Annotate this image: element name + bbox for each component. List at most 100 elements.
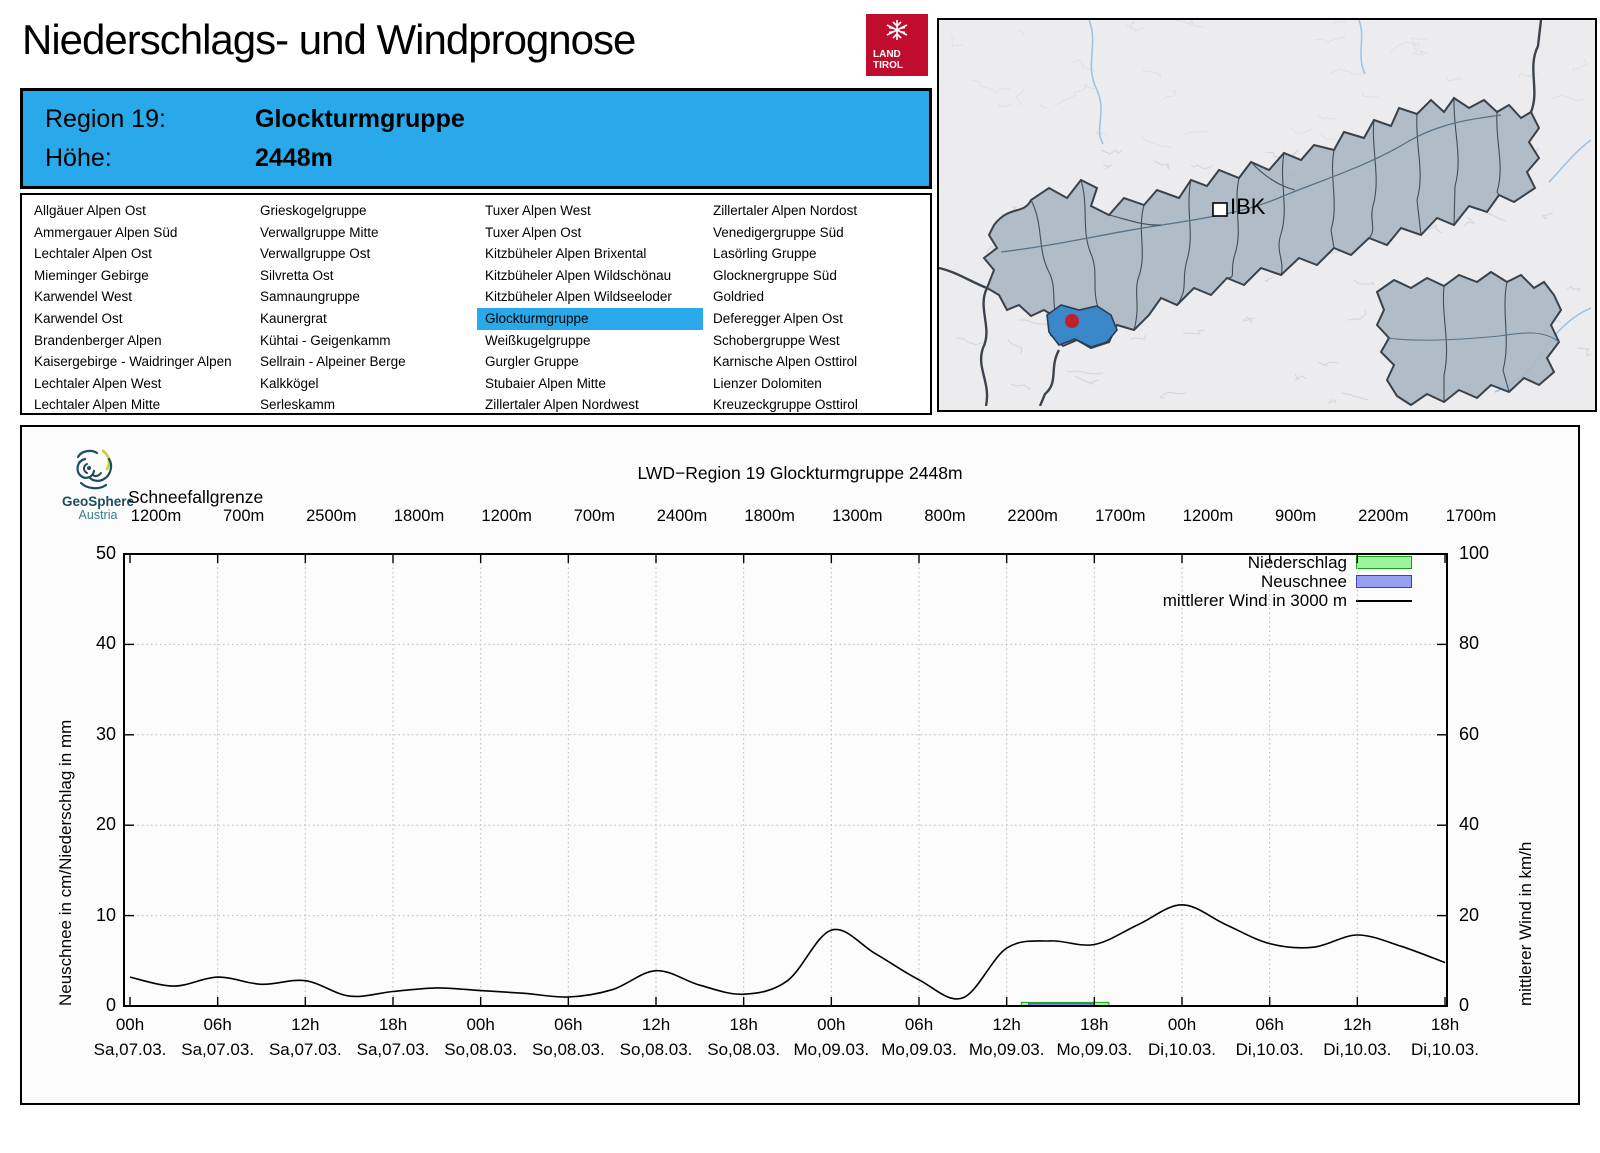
ibk-label: IBK [1230, 194, 1266, 219]
x-tick-time: 06h [554, 1015, 583, 1034]
region-list-item[interactable]: Lechtaler Alpen West [34, 375, 162, 391]
region-list-item[interactable]: Lienzer Dolomiten [713, 375, 822, 391]
region-list-item[interactable]: Kitzbüheler Alpen Wildschönau [485, 267, 672, 283]
legend-label: mittlerer Wind in 3000 m [1162, 590, 1347, 610]
region-list-item[interactable]: Grieskogelgruppe [260, 203, 367, 218]
region-list-item[interactable]: Mieminger Gebirge [34, 267, 149, 283]
map-inner-borders-east [1386, 281, 1560, 402]
region-list-item[interactable]: Serleskamm [260, 397, 336, 413]
map-canvas[interactable]: IBK [938, 14, 1594, 407]
region-list-item[interactable]: Kitzbüheler Alpen Brixental [485, 246, 647, 262]
region-list-item[interactable]: Tuxer Alpen West [485, 203, 591, 218]
map-region-selected-glockturmgruppe[interactable] [1046, 304, 1118, 348]
x-tick-time: 18h [1080, 1015, 1109, 1034]
region-row: Region 19: Glockturmgruppe [45, 105, 465, 134]
snowline-value: 900m [1275, 507, 1317, 525]
tirol-map[interactable]: IBK [937, 14, 1597, 412]
land-tirol-emblem [866, 14, 928, 76]
x-tick-time: 00h [115, 1015, 145, 1034]
region-list-item[interactable]: Venedigergruppe Süd [713, 224, 844, 240]
y-left-tick: 50 [95, 543, 116, 563]
x-tick-time: 12h [291, 1015, 320, 1034]
snowline-label: Schneefallgrenze [128, 487, 264, 507]
region-list-item[interactable]: Karnische Alpen Osttirol [713, 354, 858, 370]
x-tick-date: Mo,09.03. [1056, 1040, 1133, 1059]
region-list-item[interactable]: Samnaungruppe [260, 289, 360, 305]
region-list-item[interactable]: Sellrain - Alpeiner Berge [260, 354, 406, 370]
x-tick-date: Sa,07.03. [356, 1040, 430, 1059]
region-list-item[interactable]: Kalkkögel [260, 375, 319, 391]
legend-label: Neuschnee [1260, 571, 1347, 591]
region-list-item[interactable]: Kaisergebirge - Waidringer Alpen [34, 354, 232, 370]
x-tick-date: So,08.03. [619, 1040, 693, 1059]
legend-item-niederschlag: Niederschlag [922, 553, 1412, 572]
x-tick-time: 18h [729, 1015, 758, 1034]
x-tick-date: Di,10.03. [1323, 1040, 1392, 1059]
ibk-marker [1212, 202, 1228, 217]
legend-label: Niederschlag [1247, 552, 1347, 572]
snowline-value: 2500m [306, 507, 357, 525]
y-left-tick: 20 [95, 814, 116, 835]
region-list-item[interactable]: Brandenberger Alpen [34, 332, 162, 348]
altitude-row: Höhe: 2448m [45, 144, 333, 173]
region-list-item[interactable]: Stubaier Alpen Mitte [485, 375, 606, 391]
snowline-value: 1700m [1445, 507, 1497, 525]
region-list-item[interactable]: Lechtaler Alpen Mitte [34, 397, 161, 413]
region-list-item[interactable]: Lasörling Gruppe [713, 246, 817, 262]
niederschlag-swatch-icon [1356, 556, 1412, 569]
region-list-item[interactable]: Kaunergrat [260, 310, 327, 326]
x-tick-date: So,08.03. [531, 1040, 605, 1059]
region-list-item[interactable]: Kitzbüheler Alpen Wildseeloder [485, 289, 672, 305]
x-tick-date: Di,10.03. [1147, 1040, 1217, 1059]
x-tick-time: 18h [378, 1015, 408, 1034]
region-list-item[interactable]: Tuxer Alpen Ost [485, 224, 582, 240]
snowline-value: 2400m [656, 507, 708, 525]
region-value: Glockturmgruppe [255, 105, 465, 133]
y-right-tick: 100 [1459, 543, 1490, 563]
geosphere-icon [76, 449, 113, 490]
region-list-item[interactable]: Weißkugelgruppe [485, 332, 591, 348]
region-list-item[interactable]: Allgäuer Alpen Ost [34, 203, 146, 218]
region-label: Region 19: [45, 105, 166, 133]
region-list-item-selected[interactable]: Glockturmgruppe [477, 307, 703, 330]
x-tick-time: 06h [1255, 1015, 1284, 1034]
region-list-item[interactable]: Glocknergruppe Süd [713, 267, 837, 283]
region-list-column: Allgäuer Alpen Ost Ammergauer Alpen Süd Le… [26, 200, 240, 416]
region-list-item[interactable]: Deferegger Alpen Ost [713, 310, 843, 326]
x-tick-time: 06h [203, 1015, 232, 1034]
geosphere-name: GeoSphere [61, 494, 135, 509]
region-list-item[interactable]: Karwendel Ost [34, 310, 123, 326]
x-tick-date: So,08.03. [444, 1040, 518, 1059]
region-list-item[interactable]: Verwallgruppe Ost [260, 246, 371, 262]
region-list-item[interactable]: Zillertaler Alpen Nordwest [485, 397, 639, 413]
y-right-tick: 80 [1459, 633, 1480, 654]
region-list-item[interactable]: Ammergauer Alpen Süd [34, 224, 178, 240]
snowline-value: 2200m [1358, 507, 1409, 525]
page-title: Niederschlags- und Windprognose [22, 16, 636, 63]
altitude-value: 2448m [255, 144, 333, 172]
x-tick-time: 00h [817, 1015, 846, 1034]
x-tick-date: Di,10.03. [1235, 1040, 1304, 1059]
x-tick-date: Mo,09.03. [968, 1040, 1045, 1059]
region-list-item[interactable]: Goldried [713, 289, 765, 305]
region-list-item[interactable]: Kreuzeckgruppe Osttirol [713, 397, 858, 413]
y-left-tick: 10 [95, 904, 116, 925]
region-list-item[interactable]: Kühtai - Geigenkamm [260, 332, 391, 348]
y-right-tick: 40 [1459, 814, 1480, 835]
region-list-item[interactable]: Silvretta Ost [260, 267, 334, 283]
map-region-north-tirol[interactable] [982, 96, 1541, 350]
region-list-item[interactable]: Lechtaler Alpen Ost [34, 246, 152, 262]
x-tick-date: Sa,07.03. [93, 1040, 167, 1059]
region-list-item[interactable]: Verwallgruppe Mitte [260, 224, 379, 240]
legend-item-wind: mittlerer Wind in 3000 m [922, 591, 1412, 610]
region-list-item[interactable]: Karwendel West [34, 289, 133, 305]
x-tick-time: 06h [904, 1015, 934, 1034]
region-list-item[interactable]: Zillertaler Alpen Nordost [713, 203, 858, 218]
altitude-label: Höhe: [45, 144, 112, 172]
region-list-item[interactable]: Schobergruppe West [713, 332, 840, 348]
terrain-shading [951, 14, 1594, 406]
geosphere-logo: GeoSphere Austria [50, 445, 146, 525]
x-tick-time: 12h [641, 1015, 671, 1034]
region-list-item[interactable]: Gurgler Gruppe [485, 354, 579, 370]
region-list-column: Zillertaler Alpen Nordost Venedigergruppe… [705, 200, 866, 416]
